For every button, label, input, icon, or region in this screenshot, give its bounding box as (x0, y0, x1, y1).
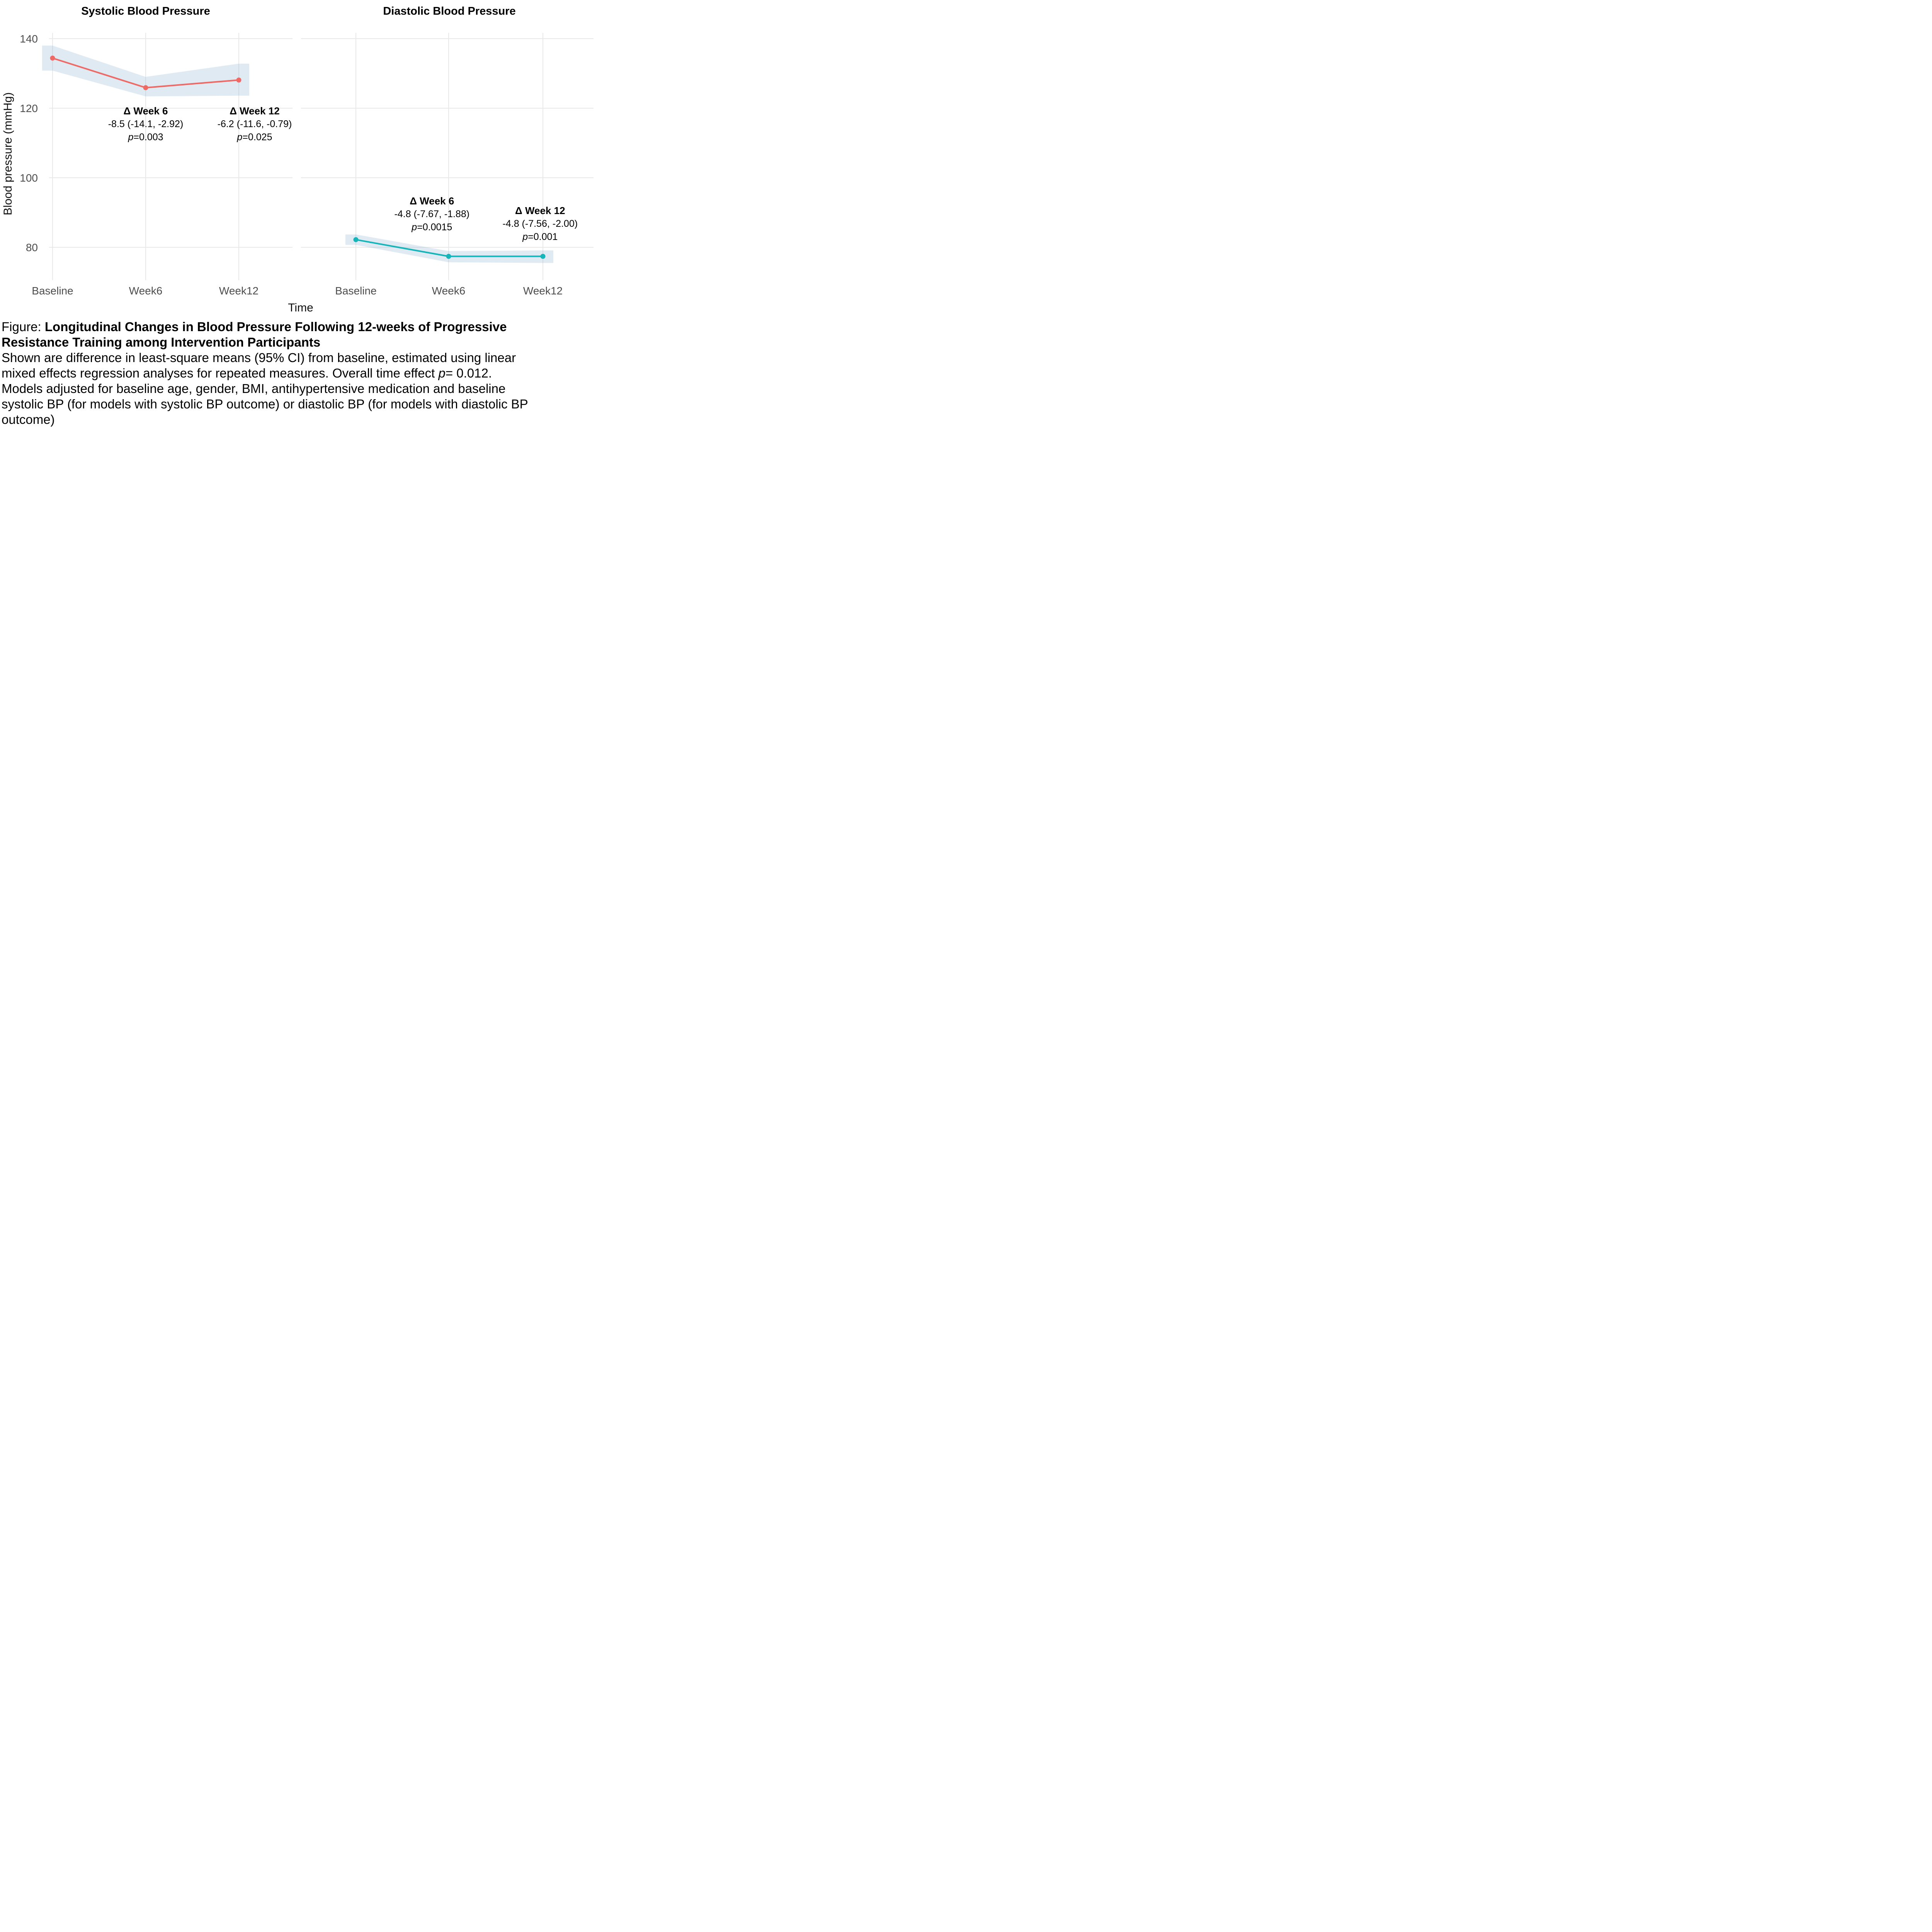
data-point (143, 85, 148, 90)
data-point (446, 253, 451, 259)
data-point (540, 253, 546, 259)
caption-body-line-2: mixed effects regression analyses for re… (2, 366, 492, 380)
caption-body-line-1: Shown are difference in least-square mea… (2, 350, 516, 365)
data-point (50, 55, 55, 61)
chart-canvas: Systolic Blood Pressure Baseline Week6 Week… (2, 5, 594, 314)
caption-title-line-2: Resistance Training among Intervention P… (2, 335, 321, 349)
x-axis-title: Time (288, 301, 313, 314)
x-tick-label: Week12 (219, 285, 259, 297)
caption-figure-label: Figure (2, 320, 38, 334)
panel-title: Diastolic Blood Pressure (383, 5, 515, 17)
figure: Systolic Blood Pressure Baseline Week6 Week… (0, 0, 597, 433)
y-tick-label: 140 (20, 33, 38, 45)
x-tick-label: Week6 (129, 285, 163, 297)
caption-title-line-1: Figure: Longitudinal Changes in Blood Pr… (2, 320, 507, 334)
y-tick-label: 80 (26, 242, 38, 253)
caption-body-line-5: outcome) (2, 412, 55, 427)
data-point (236, 77, 242, 83)
y-tick-label: 100 (20, 172, 38, 184)
figure-caption: Figure: Longitudinal Changes in Blood Pr… (2, 319, 597, 427)
caption-body-line-3: Models adjusted for baseline age, gender… (2, 381, 506, 396)
y-tick-label: 120 (20, 102, 38, 114)
x-tick-label: Week12 (523, 285, 563, 297)
y-axis-title: Blood pressure (mmHg) (2, 92, 14, 215)
data-point (353, 237, 359, 242)
panel-title: Systolic Blood Pressure (81, 5, 210, 17)
x-tick-label: Week6 (432, 285, 466, 297)
caption-body-line-4: systolic BP (for models with systolic BP… (2, 397, 528, 411)
x-tick-label: Baseline (32, 285, 73, 297)
bp-line-chart: Systolic Blood Pressure Baseline Week6 Week… (0, 0, 597, 317)
x-tick-label: Baseline (335, 285, 376, 297)
